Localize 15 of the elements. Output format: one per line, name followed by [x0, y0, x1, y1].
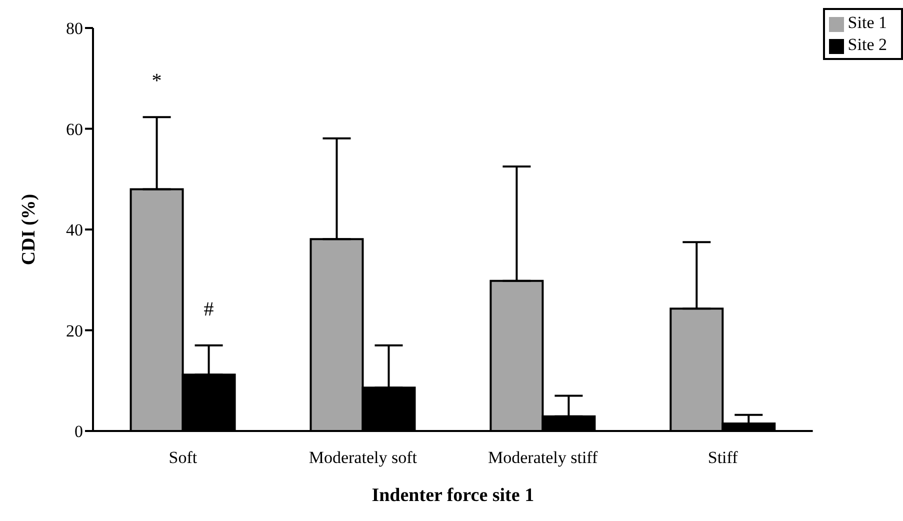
y-tick-label: 60 [66, 120, 83, 139]
x-tick-label: Moderately stiff [488, 448, 598, 468]
legend-label: Site 2 [848, 35, 887, 54]
x-axis-title: Indenter force site 1 [372, 485, 534, 506]
y-tick-label: 80 [66, 19, 83, 38]
annotation: # [204, 298, 214, 320]
y-tick-label: 0 [74, 422, 83, 442]
y-axis-title: CDI (%) [18, 194, 40, 266]
x-tick-label: Stiff [708, 448, 738, 468]
x-tick-label: Soft [168, 448, 198, 468]
y-tick-label: 20 [66, 321, 83, 340]
x-tick-label: Moderately soft [308, 448, 418, 468]
y-tick-label: 40 [66, 220, 83, 240]
legend-label: Site 1 [848, 13, 887, 32]
annotation: * [152, 70, 162, 92]
